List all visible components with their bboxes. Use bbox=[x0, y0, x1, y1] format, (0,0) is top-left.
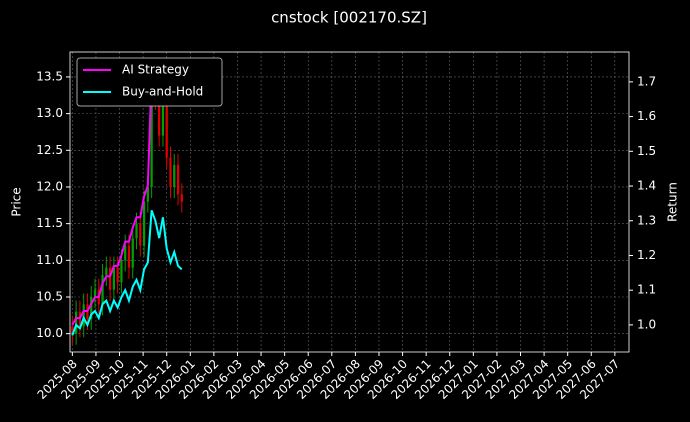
legend-box bbox=[76, 57, 223, 107]
legend-label: Buy-and-Hold bbox=[122, 85, 203, 99]
candle-body bbox=[116, 267, 119, 283]
chart-title: cnstock [002170.SZ] bbox=[271, 9, 427, 27]
candle-body bbox=[71, 326, 74, 334]
candle-body bbox=[146, 186, 149, 202]
candle-body bbox=[127, 245, 131, 268]
axes-frame bbox=[69, 51, 630, 353]
candle-body bbox=[165, 91, 168, 158]
candle-body bbox=[135, 223, 138, 239]
candle-body bbox=[101, 274, 104, 305]
candle-body bbox=[108, 267, 112, 290]
candle-body bbox=[112, 267, 116, 290]
candle-body bbox=[131, 238, 134, 268]
candle-body bbox=[93, 289, 97, 297]
y2-tick-label: 1.5 bbox=[637, 144, 656, 158]
candle-body bbox=[82, 304, 85, 327]
candle-body bbox=[158, 98, 161, 136]
candle-body bbox=[124, 245, 127, 261]
y2-tick-label: 1.3 bbox=[637, 213, 656, 227]
candle-body bbox=[105, 267, 108, 275]
y-tick-label: 12.5 bbox=[36, 143, 63, 157]
y2-tick-label: 1.0 bbox=[637, 317, 656, 331]
y2-tick-label: 1.2 bbox=[637, 248, 656, 262]
candle-body bbox=[142, 201, 146, 246]
y-tick-label: 12.0 bbox=[36, 179, 63, 193]
candle-body bbox=[180, 194, 183, 202]
y2-axis-label: Return bbox=[666, 182, 680, 222]
series-line bbox=[71, 209, 183, 336]
candle-body bbox=[120, 260, 123, 283]
y-tick-label: 11.0 bbox=[36, 253, 63, 267]
y2-tick-label: 1.7 bbox=[637, 74, 656, 88]
y-tick-label: 11.5 bbox=[36, 216, 63, 230]
y-tick-label: 10.0 bbox=[36, 326, 63, 340]
candle-body bbox=[75, 311, 78, 334]
legend: AI Strategy Buy-and-Hold bbox=[76, 57, 223, 107]
y2-tick-label: 1.1 bbox=[637, 283, 656, 297]
y2-tick-label: 1.6 bbox=[637, 109, 656, 123]
candle-body bbox=[169, 157, 172, 187]
candle-body bbox=[161, 91, 165, 136]
y-tick-label: 13.5 bbox=[36, 69, 63, 83]
y-tick-label: 10.5 bbox=[36, 289, 63, 303]
candle-body bbox=[78, 311, 82, 327]
y2-tick-label: 1.4 bbox=[637, 179, 656, 193]
candle-body bbox=[173, 164, 176, 187]
candle-body bbox=[176, 164, 180, 195]
legend-label: AI Strategy bbox=[122, 63, 189, 77]
candle-body bbox=[90, 296, 93, 319]
y-tick-label: 13.0 bbox=[36, 106, 63, 120]
candle-body bbox=[139, 223, 142, 246]
y-axis-label: Price bbox=[10, 187, 24, 216]
candle-body bbox=[150, 76, 153, 187]
